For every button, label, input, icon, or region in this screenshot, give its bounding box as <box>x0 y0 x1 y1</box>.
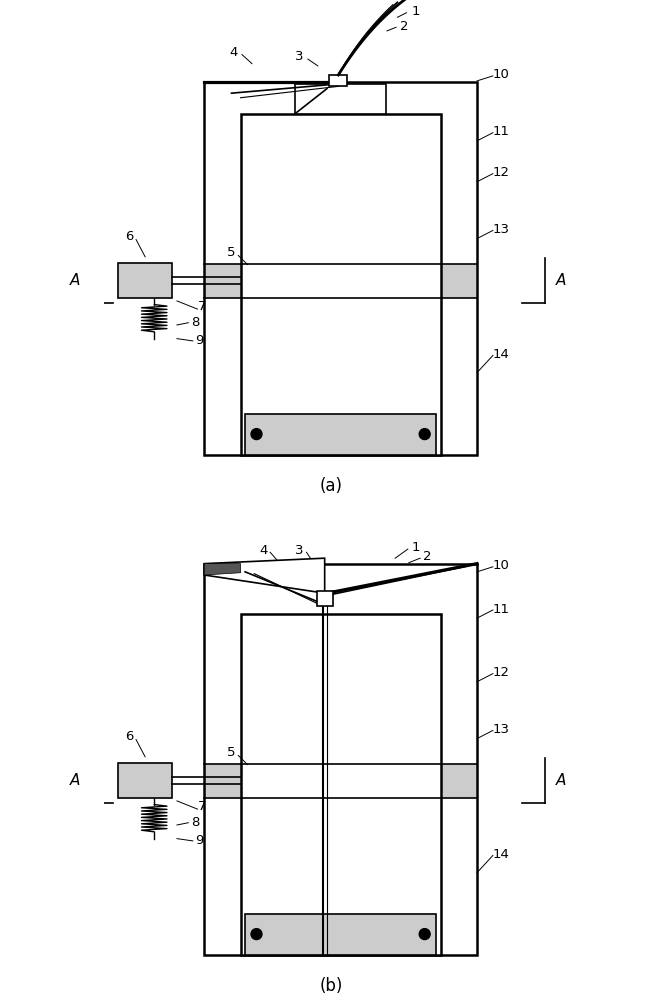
Text: (b): (b) <box>320 977 343 995</box>
Text: 5: 5 <box>227 746 236 759</box>
Bar <box>330 75 347 86</box>
Bar <box>204 764 477 798</box>
Bar <box>204 564 477 955</box>
Text: 14: 14 <box>493 348 510 361</box>
Bar <box>316 591 333 606</box>
Bar <box>118 763 172 798</box>
Text: 13: 13 <box>493 723 510 736</box>
Text: 10: 10 <box>493 559 510 572</box>
Bar <box>245 914 436 955</box>
Text: 9: 9 <box>196 334 204 347</box>
Text: 4: 4 <box>229 46 238 59</box>
Text: 8: 8 <box>191 816 200 829</box>
Text: 14: 14 <box>493 848 510 861</box>
Circle shape <box>419 429 430 440</box>
Text: 1: 1 <box>411 5 420 18</box>
Text: 11: 11 <box>493 125 510 138</box>
Text: 8: 8 <box>191 316 200 329</box>
Text: 10: 10 <box>493 68 510 82</box>
Text: (a): (a) <box>320 477 343 495</box>
Text: 6: 6 <box>125 230 133 243</box>
Polygon shape <box>204 558 325 593</box>
Bar <box>204 264 477 298</box>
Text: 3: 3 <box>296 544 304 556</box>
Circle shape <box>251 929 262 940</box>
Bar <box>204 82 477 455</box>
Bar <box>295 84 386 114</box>
Text: A: A <box>556 273 566 288</box>
Bar <box>245 414 436 455</box>
Text: 13: 13 <box>493 223 510 236</box>
Text: 4: 4 <box>259 544 267 556</box>
Text: 1: 1 <box>411 541 420 554</box>
Polygon shape <box>204 564 241 575</box>
Text: 12: 12 <box>493 666 510 679</box>
Text: 2: 2 <box>423 550 431 563</box>
Text: 11: 11 <box>493 603 510 616</box>
Text: A: A <box>556 773 566 788</box>
Bar <box>118 263 172 298</box>
Text: 6: 6 <box>125 730 133 743</box>
Text: 7: 7 <box>198 800 206 813</box>
Bar <box>241 114 441 455</box>
Text: 5: 5 <box>227 246 236 259</box>
Text: 12: 12 <box>493 166 510 179</box>
Text: 9: 9 <box>196 834 204 847</box>
Circle shape <box>251 429 262 440</box>
Text: A: A <box>70 773 80 788</box>
Text: A: A <box>70 273 80 288</box>
Circle shape <box>419 929 430 940</box>
Text: 2: 2 <box>400 20 408 33</box>
Text: 3: 3 <box>296 50 304 63</box>
Text: 7: 7 <box>198 300 206 313</box>
Bar <box>241 614 441 955</box>
